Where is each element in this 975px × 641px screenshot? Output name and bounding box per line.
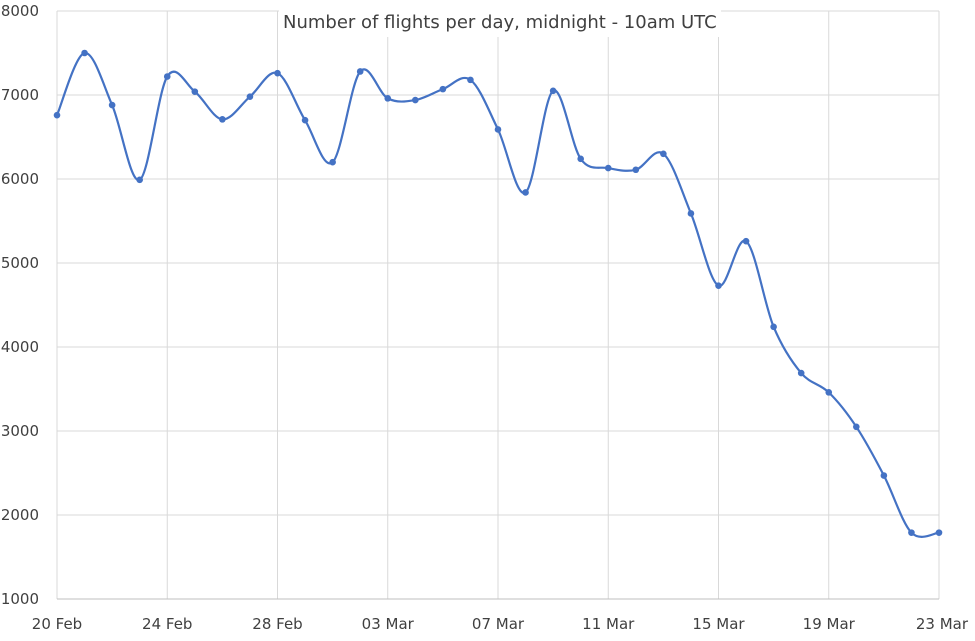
data-point [577,155,584,163]
y-tick-label: 3000 [1,422,39,440]
x-tick-label: 19 Mar [803,615,856,633]
y-tick-label: 8000 [1,2,39,20]
data-point [246,93,254,100]
data-point [53,111,61,119]
y-tick-label: 7000 [1,86,39,104]
gridlines [56,10,940,599]
data-point [439,85,447,93]
y-tick-label: 4000 [1,338,39,356]
data-point [825,389,833,396]
data-point [632,166,640,174]
data-point [660,150,667,158]
x-tick-label: 07 Mar [472,615,525,633]
data-point [908,529,915,536]
data-point [274,69,281,77]
data-point [742,237,750,245]
x-tick-label: 03 Mar [362,615,415,633]
x-tick-labels: 20 Feb 24 Feb 28 Feb 03 Mar 07 Mar 11 Mar 15 M… [32,615,969,633]
series-layer [53,49,943,538]
x-tick-label: 23 Mar [916,615,969,633]
x-tick-label: 24 Feb [142,615,192,633]
x-tick-label: 28 Feb [252,615,302,633]
data-point [136,176,143,184]
y-tick-labels: 1000 2000 3000 4000 5000 6000 7000 8000 [1,2,39,608]
y-tick-label: 2000 [1,506,39,524]
data-point [467,76,474,84]
x-tick-label: 11 Mar [582,615,635,633]
data-point [687,210,695,217]
data-point [715,282,722,289]
data-point [384,95,392,102]
data-point [412,96,419,104]
data-point [770,323,777,331]
data-point [853,423,860,431]
data-point [191,88,199,95]
data-point [549,87,557,95]
data-point [163,73,171,80]
y-tick-label: 6000 [1,170,39,188]
chart-title: Number of flights per day, midnight - 10… [279,9,721,37]
data-point [81,49,88,57]
data-point [494,126,502,133]
data-point [880,472,888,479]
x-tick-label: 15 Mar [692,615,745,633]
data-point [356,68,364,75]
data-point [219,116,226,123]
data-point [301,116,309,124]
data-point [604,164,612,172]
data-point [108,101,116,109]
y-tick-label: 1000 [1,590,39,608]
data-point [522,189,529,196]
data-point [935,529,943,536]
data-point [797,369,805,377]
data-point [329,158,336,166]
y-tick-label: 5000 [1,254,39,272]
x-tick-label: 20 Feb [32,615,82,633]
